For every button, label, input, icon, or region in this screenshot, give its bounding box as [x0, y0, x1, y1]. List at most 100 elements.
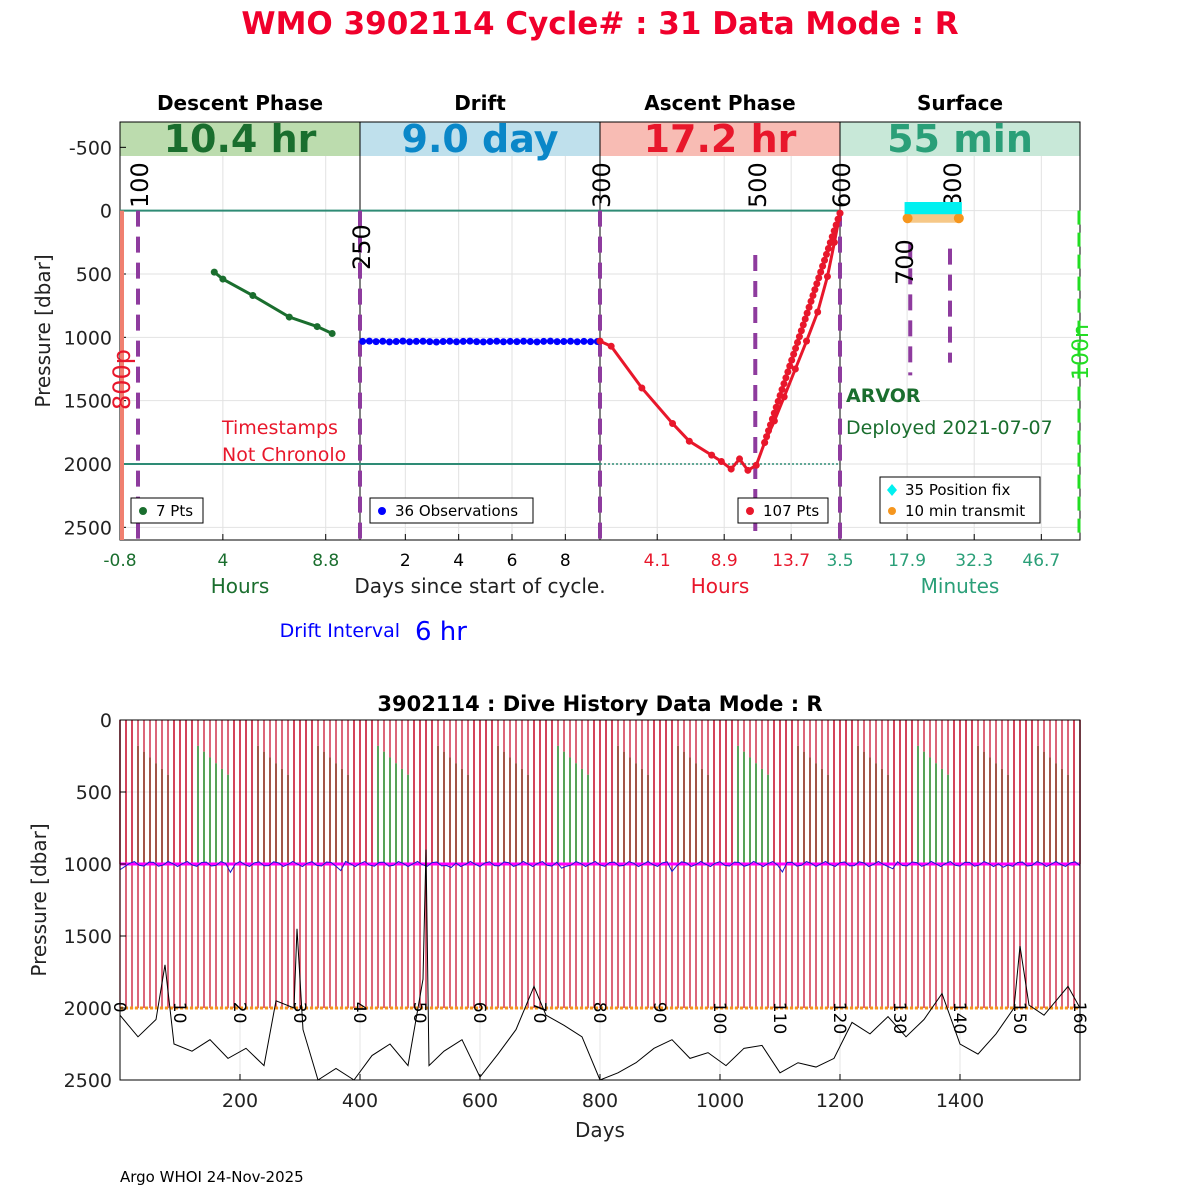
- cycle-number-label: 40: [349, 1002, 369, 1024]
- ascent-point: [817, 268, 825, 276]
- cycle-number-label: 140: [949, 1002, 969, 1034]
- ascent-point: [822, 250, 830, 258]
- event-label-500: 500: [744, 162, 772, 208]
- transmit-point: [902, 213, 913, 224]
- ascent-point: [774, 397, 782, 405]
- ascent-point: [727, 465, 735, 473]
- cycle-number-label: 90: [649, 1002, 669, 1024]
- legend-descent: 7 Pts: [130, 497, 204, 524]
- x-tick-label-drift: 6: [507, 551, 518, 571]
- float-type: ARVOR: [846, 385, 921, 407]
- ascent-point: [772, 403, 780, 411]
- cycle-number-label: 100: [709, 1002, 729, 1034]
- ascent-point: [799, 321, 807, 329]
- x-tick-label: 1000: [696, 1090, 744, 1112]
- cycle-number-label: 0: [109, 1002, 129, 1013]
- note-line-1: Timestamps: [221, 417, 338, 439]
- phase-duration-ascent: 17.2 hr: [644, 117, 797, 161]
- legend-box: [369, 497, 534, 524]
- dive-history-title: 3902114 : Dive History Data Mode : R: [377, 692, 822, 716]
- position-fix-marker: [955, 202, 962, 215]
- event-label-250: 250: [348, 224, 376, 270]
- bottom-pressure-trace: [119, 849, 1081, 1081]
- ascent-point: [786, 362, 794, 370]
- ascent-point: [801, 315, 809, 323]
- legend-marker: [888, 507, 896, 515]
- figure-title: WMO 3902114 Cycle# : 31 Data Mode : R: [241, 6, 958, 42]
- x-tick-label: 1200: [816, 1090, 864, 1112]
- legend-label: 35 Position fix: [905, 481, 1010, 499]
- event-label-100n: 100n: [1069, 324, 1094, 380]
- phase-duration-surface: 55 min: [887, 117, 1033, 161]
- legend-drift: 36 Observations: [369, 497, 534, 524]
- drift-point: [520, 337, 528, 345]
- event-label-700: 700: [891, 239, 919, 285]
- ascent-point: [780, 380, 788, 388]
- ascent-point: [792, 344, 800, 352]
- x-tick-label: 400: [342, 1090, 378, 1112]
- center-x-axis-label: Days since start of cycle.: [354, 574, 605, 598]
- cycle-number-label: 160: [1069, 1002, 1089, 1034]
- ascent-point: [805, 303, 813, 311]
- pre-dive-bar: [120, 210, 124, 540]
- x-tick-label-drift: 4: [453, 551, 464, 571]
- drift-point: [426, 338, 434, 346]
- cycle-number-label: 70: [529, 1002, 549, 1024]
- drift-point: [513, 338, 521, 346]
- footer-credit: Argo WHOI 24-Nov-2025: [120, 1168, 304, 1186]
- x-tick-label-drift: 2: [400, 551, 411, 571]
- event-label-600: 600: [828, 162, 856, 208]
- x-tick-label-surface: 46.7: [1022, 551, 1060, 571]
- event-label-800p: 800p: [108, 349, 136, 410]
- drift-point: [419, 337, 427, 345]
- drift-point: [399, 337, 407, 345]
- drift-point: [573, 338, 581, 346]
- transmit-point: [953, 213, 964, 224]
- drift-point: [453, 338, 461, 346]
- descent-point: [285, 313, 293, 321]
- y-tick-label: 1000: [64, 854, 112, 876]
- drift-point: [580, 337, 588, 345]
- ascent-point: [826, 239, 834, 247]
- legend-box: [879, 476, 1041, 524]
- ascent-point: [814, 308, 822, 316]
- drift-pressure-trace: [119, 860, 1081, 874]
- ascent-point: [708, 451, 716, 459]
- x-tick-label: 800: [582, 1090, 618, 1112]
- ascent-point: [765, 427, 773, 435]
- ascent-point: [815, 274, 823, 282]
- descent-point: [219, 275, 227, 283]
- drift-point: [546, 337, 554, 345]
- legend-label: 107 Pts: [763, 502, 819, 520]
- drift-point: [466, 337, 474, 345]
- phase-header-drift: Drift: [454, 91, 506, 115]
- y-tick-label: 500: [76, 264, 112, 286]
- event-label-300: 300: [588, 162, 616, 208]
- cycle-number-label: 50: [409, 1002, 429, 1024]
- cycle-number-label: 110: [769, 1002, 789, 1034]
- drift-point: [365, 337, 373, 345]
- duration-band-drift: [360, 122, 600, 156]
- drift-point: [533, 338, 541, 346]
- x-tick-label-descent: 8.8: [312, 551, 339, 571]
- phase-header-descent: Descent Phase: [157, 91, 323, 115]
- x-axis-label: Days: [575, 1118, 625, 1142]
- legend-ascent: 107 Pts: [737, 497, 829, 524]
- ascent-point: [834, 215, 842, 223]
- x-tick-label: 200: [222, 1090, 258, 1112]
- x-tick-label-surface: 17.9: [888, 551, 926, 571]
- legend-label: 36 Observations: [395, 502, 518, 520]
- ascent-point: [793, 339, 801, 347]
- legend-marker: [378, 507, 386, 515]
- drift-point: [359, 337, 367, 345]
- drift-point: [379, 337, 387, 345]
- x-tick-label-ascent: 8.9: [711, 551, 738, 571]
- ascent-point: [744, 466, 752, 474]
- descent-point: [210, 268, 218, 276]
- ascent-point: [807, 297, 815, 305]
- ascent-point: [836, 209, 844, 217]
- phase-duration-drift: 9.0 day: [402, 117, 559, 161]
- phase-duration-descent: 10.4 hr: [164, 117, 317, 161]
- drift-point: [587, 338, 595, 346]
